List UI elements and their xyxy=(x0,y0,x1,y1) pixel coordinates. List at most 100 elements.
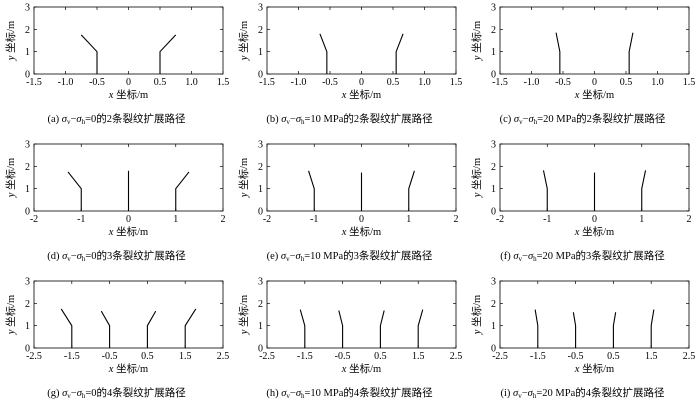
crack-path-3 xyxy=(408,170,415,211)
y-tick-label: 2 xyxy=(25,25,30,36)
y-tick-label: 3 xyxy=(491,140,496,151)
y-axis-label: y 坐标/m xyxy=(238,158,250,198)
caption-sigma-h: σ xyxy=(527,388,533,399)
x-tick-label: 2.5 xyxy=(217,351,230,362)
x-tick-label: -0.5 xyxy=(335,351,351,362)
x-tick-label: 1.0 xyxy=(651,77,664,88)
x-tick-label: -1.5 xyxy=(259,77,275,88)
x-tick-label: -2 xyxy=(496,214,504,225)
x-tick-label: -1 xyxy=(77,214,85,225)
y-tick-label: 2 xyxy=(491,162,496,173)
caption-label: (e) xyxy=(266,251,281,262)
y-tick-label: 2 xyxy=(491,299,496,310)
caption-sigma-h: σ xyxy=(295,388,302,399)
x-tick-label: 0.5 xyxy=(141,351,154,362)
caption-sub-h: h xyxy=(81,392,86,400)
x-tick-label: -1 xyxy=(543,214,551,225)
y-tick-label: 0 xyxy=(491,344,496,355)
caption-label: (c) xyxy=(499,114,514,125)
caption-sigma-v: σ xyxy=(513,388,519,399)
chart-panel-c: -1.5 -1.0 -0.5 0 0.5 1.0 1.5 0 1 2 3 x 坐标/m y 坐标/m (c… xyxy=(466,0,699,136)
x-tick-label: -1.5 xyxy=(64,351,80,362)
crack-path-2 xyxy=(100,310,111,348)
caption-sigma-v: σ xyxy=(62,388,68,399)
caption-label: (i) xyxy=(500,388,514,399)
caption-sigma-v: σ xyxy=(281,388,287,399)
x-axis-var: x xyxy=(108,90,114,101)
plot-frame xyxy=(266,6,457,75)
x-tick-label: -2 xyxy=(30,214,38,225)
crack-path-2 xyxy=(572,312,577,348)
x-tick-label: -1.0 xyxy=(291,77,307,88)
x-axis-label: x 坐标/m xyxy=(341,89,381,101)
y-tick-label: 3 xyxy=(491,3,496,14)
crack-path-3 xyxy=(612,312,617,348)
y-tick-label: 0 xyxy=(491,70,496,81)
x-axis-var: x xyxy=(341,364,347,375)
x-axis-text: 坐标/m xyxy=(579,226,614,238)
caption-sigma-h: σ xyxy=(76,251,82,262)
x-tick-label: -1.5 xyxy=(297,351,313,362)
y-tick-label: 1 xyxy=(491,47,496,58)
y-axis-label: y 坐标/m xyxy=(238,21,250,61)
caption-sigma-v: σ xyxy=(513,114,520,125)
x-tick-label: -1 xyxy=(310,214,318,225)
caption-sub-h: h xyxy=(533,255,537,263)
panel-caption-f: (f) σv−σh=20 MPa的3条裂纹扩展路径 xyxy=(466,251,699,263)
panel-caption-b: (b) σv−σh=10 MPa的2条裂纹扩展路径 xyxy=(233,114,466,126)
caption-sub-h: h xyxy=(532,392,537,400)
crack-path-2 xyxy=(395,33,404,74)
y-axis-label: y 坐标/m xyxy=(5,158,17,198)
plot-frame xyxy=(499,6,690,75)
caption-sigma-h: σ xyxy=(527,251,534,262)
x-tick-label: 0.5 xyxy=(374,351,387,362)
caption-sigma-h: σ xyxy=(295,251,301,262)
x-axis-text: 坐标/m xyxy=(346,363,381,375)
crack-path-4 xyxy=(650,309,655,348)
caption-label: (a) xyxy=(47,114,62,125)
x-tick-label: 0.5 xyxy=(154,77,167,88)
x-axis-label: x 坐标/m xyxy=(574,89,614,101)
x-tick-label: 2.5 xyxy=(683,351,696,362)
x-axis-var: x xyxy=(108,364,114,375)
x-tick-label: -0.5 xyxy=(89,77,105,88)
x-axis-var: x xyxy=(574,364,580,375)
y-tick-label: 1 xyxy=(491,184,496,195)
x-tick-label: 1.5 xyxy=(412,351,425,362)
crack-path-1 xyxy=(555,32,561,74)
y-axis-var: y xyxy=(239,329,250,335)
x-tick-label: 1.0 xyxy=(185,77,198,88)
caption-text: =0的3条裂纹扩展路径 xyxy=(85,251,186,262)
x-tick-label: 0.5 xyxy=(607,351,620,362)
caption-sub-h: h xyxy=(81,118,86,126)
x-tick-label: -1.0 xyxy=(524,77,540,88)
panel-caption-d: (d) σv−σh=0的3条裂纹扩展路径 xyxy=(0,251,233,263)
y-tick-label: 2 xyxy=(258,162,263,173)
x-tick-label: 1 xyxy=(639,214,644,225)
y-tick-label: 1 xyxy=(25,184,30,195)
y-tick-label: 0 xyxy=(258,344,263,355)
y-axis-var: y xyxy=(6,329,17,335)
caption-sub-h: h xyxy=(81,255,86,263)
caption-dash: − xyxy=(289,388,296,399)
x-tick-label: 0 xyxy=(592,214,597,225)
caption-sigma-v: σ xyxy=(281,114,287,125)
y-axis-text: 坐标/m xyxy=(471,158,483,193)
caption-text: =20 MPa的4条裂纹扩展路径 xyxy=(536,388,665,399)
caption-dash: − xyxy=(522,114,529,125)
y-axis-text: 坐标/m xyxy=(238,21,250,56)
y-tick-label: 0 xyxy=(25,344,30,355)
y-tick-label: 2 xyxy=(258,299,263,310)
x-axis-text: 坐标/m xyxy=(346,89,381,101)
x-tick-label: -2 xyxy=(263,214,271,225)
x-axis-label: x 坐标/m xyxy=(341,363,381,375)
crack-path-1 xyxy=(80,34,98,74)
caption-dash: − xyxy=(70,388,77,399)
y-axis-text: 坐标/m xyxy=(238,295,250,330)
caption-text: =0的4条裂纹扩展路径 xyxy=(85,388,186,399)
x-tick-label: 1.5 xyxy=(450,77,463,88)
